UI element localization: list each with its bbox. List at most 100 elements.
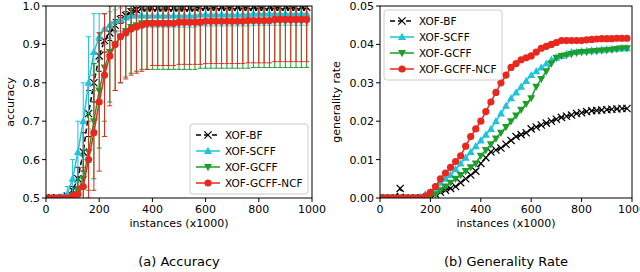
marker <box>502 102 510 109</box>
plot-frame <box>46 6 312 198</box>
series-line <box>46 19 307 198</box>
x-tick-label: 1000 <box>298 203 326 216</box>
error-bar <box>267 6 272 63</box>
error-bar <box>272 6 277 67</box>
error-bar <box>288 6 293 62</box>
marker <box>101 72 108 79</box>
error-bar <box>251 6 256 63</box>
error-bar <box>145 6 150 69</box>
marker <box>507 137 514 144</box>
marker <box>472 125 479 132</box>
legend-marker <box>204 179 211 186</box>
marker <box>452 183 459 190</box>
legend-box <box>190 124 308 194</box>
marker <box>497 144 504 151</box>
error-bar <box>198 6 203 68</box>
x-tick-label: 0 <box>377 203 384 216</box>
error-bar <box>129 6 134 75</box>
marker <box>432 183 439 190</box>
series-line <box>46 14 307 198</box>
marker <box>477 118 484 125</box>
error-bar <box>304 6 309 62</box>
legend-label: XOF-GCFF-NCF <box>225 177 303 189</box>
y-tick <box>42 44 46 45</box>
error-bar <box>187 6 192 64</box>
error-bar <box>123 6 128 79</box>
x-tick <box>99 198 100 202</box>
y-axis-label: generality rate <box>330 61 343 143</box>
error-bar <box>208 6 213 64</box>
legend-marker <box>398 33 406 40</box>
error-bar <box>230 6 235 68</box>
marker <box>492 117 500 124</box>
y-tick-label: 0.01 <box>350 154 375 167</box>
legend-marker <box>204 131 211 138</box>
error-bar <box>198 6 203 64</box>
error-bar <box>145 6 150 69</box>
error-bar <box>219 6 224 64</box>
marker <box>558 114 565 121</box>
x-tick <box>430 198 431 202</box>
legend-label: XOF-SCFF <box>225 145 276 157</box>
y-tick <box>376 82 380 83</box>
error-bar <box>262 6 267 67</box>
series <box>46 6 311 198</box>
series <box>380 105 631 198</box>
marker <box>462 175 469 182</box>
marker <box>457 179 464 186</box>
y-tick <box>42 121 46 122</box>
error-bar <box>182 6 187 69</box>
error-bar <box>155 6 160 69</box>
marker <box>467 164 475 171</box>
error-bar <box>192 6 197 64</box>
marker <box>487 141 495 148</box>
marker <box>542 68 550 75</box>
error-bar <box>283 6 288 67</box>
error-bar <box>288 6 293 67</box>
error-bar <box>224 6 229 68</box>
error-bar <box>219 6 224 68</box>
error-bar <box>294 6 299 67</box>
caption: (b) Generality Rate <box>444 254 568 269</box>
marker <box>96 98 103 105</box>
y-tick-label: 0.9 <box>23 38 41 51</box>
marker <box>90 48 98 55</box>
marker <box>568 111 575 118</box>
error-bar <box>171 6 176 66</box>
marker <box>447 180 455 187</box>
marker <box>437 175 444 182</box>
marker <box>523 129 530 136</box>
series <box>46 6 310 198</box>
legend-marker <box>398 17 405 24</box>
marker <box>452 176 460 183</box>
series <box>46 6 310 198</box>
marker <box>69 175 77 182</box>
marker <box>111 41 119 48</box>
error-bar <box>182 6 187 64</box>
marker <box>482 147 490 154</box>
legend-marker <box>398 65 405 72</box>
marker <box>512 112 520 119</box>
error-bar <box>278 6 283 62</box>
error-bar <box>139 6 144 71</box>
error-bar <box>272 6 277 62</box>
marker <box>547 61 555 68</box>
marker <box>457 152 464 159</box>
marker <box>85 79 93 86</box>
marker <box>502 141 509 148</box>
y-tick-label: 0.6 <box>23 154 41 167</box>
error-bar <box>278 6 283 67</box>
y-tick-label: 0.03 <box>350 77 375 90</box>
error-bar <box>161 6 166 66</box>
marker <box>462 168 470 175</box>
x-tick-label: 400 <box>470 203 491 216</box>
marker <box>527 95 535 102</box>
marker <box>442 183 450 190</box>
y-tick-label: 0.5 <box>23 192 41 205</box>
x-tick <box>258 198 259 202</box>
marker <box>106 52 113 59</box>
error-bar <box>177 6 182 64</box>
x-tick-label: 800 <box>571 203 592 216</box>
error-bar <box>256 6 261 63</box>
series-line <box>46 21 307 198</box>
